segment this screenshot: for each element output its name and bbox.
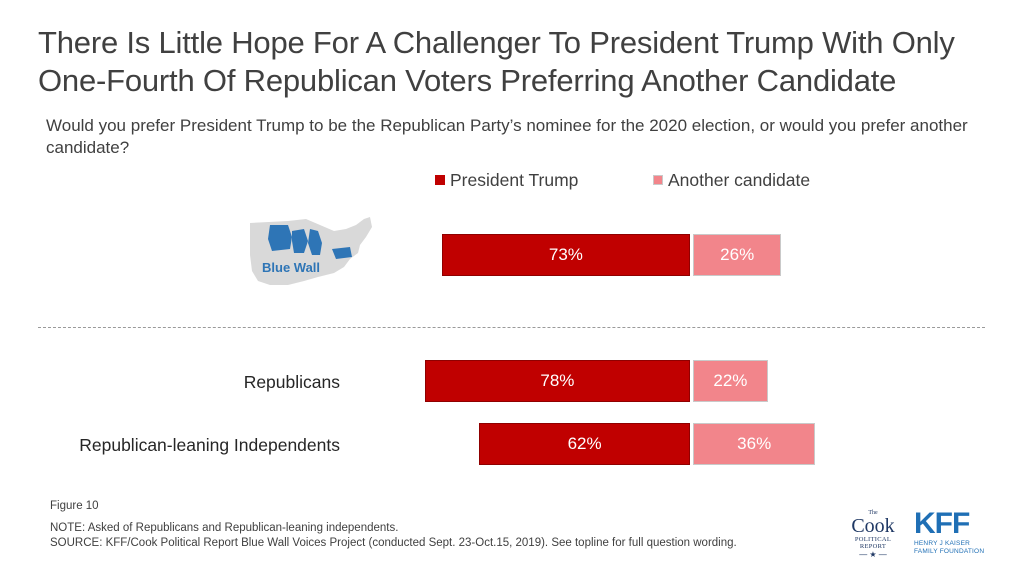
page-title: There Is Little Hope For A Challenger To… [38,25,955,98]
legend-swatch-trump [435,175,445,185]
section-divider [38,327,985,328]
legend-label-trump: President Trump [450,170,579,190]
bar-other-blue-wall: 26% [693,234,782,276]
bar-trump-republicans: 78% [424,360,690,402]
kff-logo: KFF HENRY J KAISER FAMILY FOUNDATION [914,507,985,556]
figure-number: Figure 10 [50,500,99,512]
footnote-note: NOTE: Asked of Republicans and Republica… [50,522,399,534]
row-label-republicans: Republicans [243,372,340,392]
bar-trump-blue-wall: 73% [441,234,690,276]
legend-label-other: Another candidate [668,170,811,190]
blue-wall-map-icon [250,217,372,285]
legend-swatch-other [653,175,663,185]
row-label-leaning-independents: Republican-leaning Independents [79,435,340,455]
bar-other-republicans: 22% [693,360,768,402]
bar-other-leaning-independents: 36% [693,423,816,465]
question-subtitle: Would you prefer President Trump to be t… [46,116,968,157]
bar-trump-leaning-independents: 62% [479,423,690,465]
blue-wall-map-label: Blue Wall [262,260,321,275]
chart-legend: President Trump Another candidate [435,170,855,190]
footnote-source: SOURCE: KFF/Cook Political Report Blue W… [50,537,737,549]
star-icon: — ★ — [859,550,887,559]
cook-political-report-logo: The Cook POLITICAL REPORT — ★ — [842,510,904,560]
